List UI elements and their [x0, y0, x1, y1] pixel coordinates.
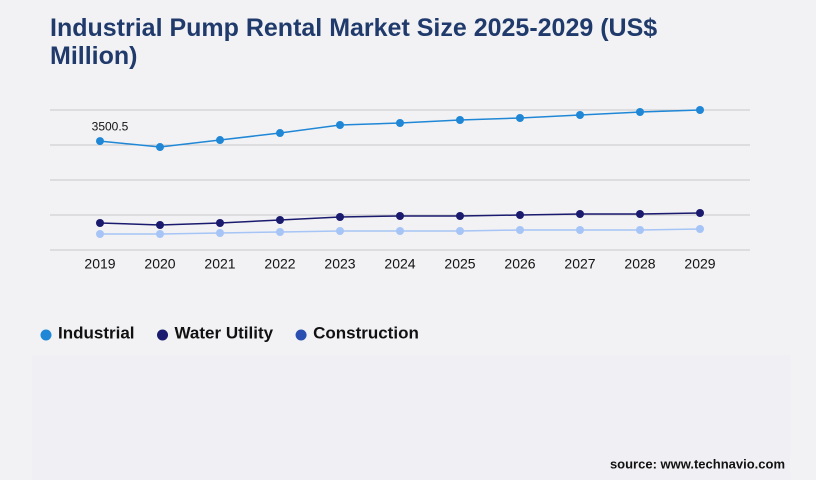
x-tick-label: 2025 — [444, 256, 475, 272]
point — [96, 137, 104, 146]
point — [636, 225, 644, 234]
point — [576, 111, 584, 120]
point — [516, 113, 524, 122]
x-tick-label: 2024 — [384, 256, 415, 272]
point — [156, 143, 164, 152]
point — [276, 227, 284, 236]
legend-marker — [295, 329, 307, 341]
x-tick-label: 2019 — [84, 256, 115, 272]
point — [576, 225, 584, 234]
point — [396, 119, 404, 128]
legend-marker — [157, 329, 169, 341]
point — [516, 225, 524, 234]
point — [456, 115, 464, 124]
point — [336, 120, 344, 129]
point — [96, 218, 104, 227]
point — [216, 218, 224, 227]
point — [396, 226, 404, 235]
point — [156, 230, 164, 239]
x-tick-label: 2026 — [504, 256, 535, 272]
point — [96, 230, 104, 239]
x-tick-label: 2020 — [144, 256, 175, 272]
point — [696, 209, 704, 218]
point — [216, 136, 224, 145]
point — [216, 229, 224, 238]
legend-marker — [40, 329, 52, 341]
point — [636, 210, 644, 219]
point — [696, 225, 704, 233]
point — [636, 107, 644, 116]
legend-label: Construction — [313, 323, 419, 342]
data-label: 3500.5 — [92, 119, 129, 133]
legend-label: Water Utility — [175, 323, 274, 342]
point — [576, 210, 584, 219]
point — [456, 211, 464, 220]
point — [516, 211, 524, 219]
point — [276, 216, 284, 225]
point — [396, 211, 404, 220]
point — [336, 226, 344, 235]
x-tick-label: 2022 — [264, 256, 295, 272]
panel — [32, 355, 790, 480]
source: source: www.technavio.com — [610, 456, 785, 471]
x-tick-label: 2027 — [564, 256, 595, 272]
x-tick-label: 2028 — [624, 256, 655, 272]
point — [696, 106, 704, 114]
point — [156, 220, 164, 229]
x-tick-label: 2023 — [324, 256, 355, 272]
x-tick-label: 2029 — [684, 256, 715, 272]
point — [456, 226, 464, 235]
series-line — [99, 109, 701, 148]
x-tick-label: 2021 — [204, 256, 235, 272]
point — [276, 129, 284, 138]
legend-label: Industrial — [58, 323, 135, 342]
chart-title: Industrial Pump Rental Market Size 2025-… — [50, 14, 658, 70]
point — [336, 212, 344, 221]
